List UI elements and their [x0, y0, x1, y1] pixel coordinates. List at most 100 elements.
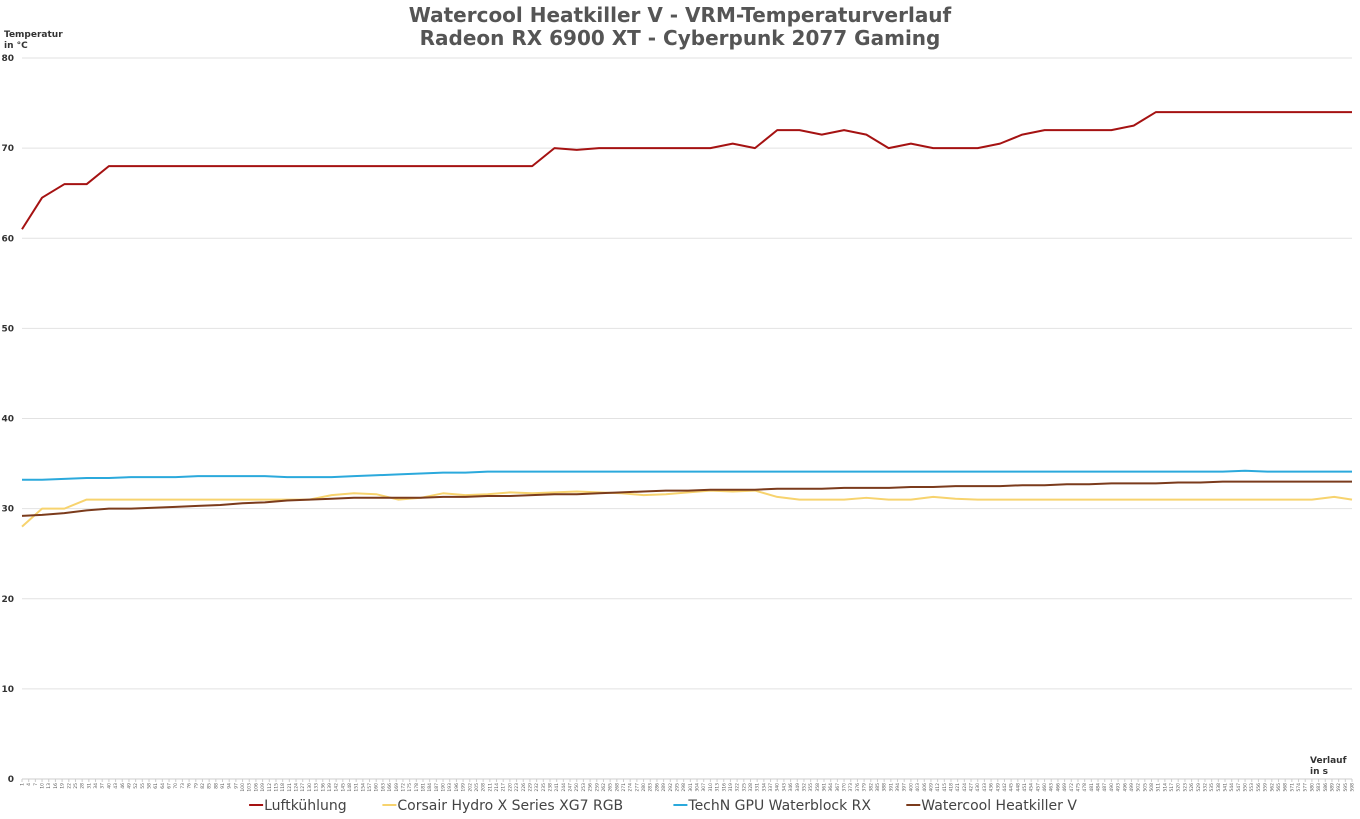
x-tick-label: 316 — [721, 783, 727, 792]
y-tick-label: 70 — [1, 144, 14, 154]
x-tick-label: 361 — [822, 783, 828, 792]
x-tick-label: 205 — [474, 783, 480, 792]
series-line — [21, 111, 1352, 230]
x-tick-label: 115 — [273, 783, 279, 792]
x-tick-label: 514 — [1162, 783, 1168, 792]
x-tick-label: 64 — [160, 783, 166, 789]
x-tick-label: 172 — [400, 783, 406, 792]
x-tick-label: 457 — [1035, 783, 1041, 792]
x-tick-label: 187 — [434, 783, 440, 792]
x-tick-label: 73 — [180, 783, 186, 789]
x-tick-label: 214 — [494, 783, 500, 792]
x-tick-label: 136 — [320, 783, 326, 792]
x-tick-label: 373 — [848, 783, 854, 792]
y-tick-label: 10 — [1, 685, 14, 695]
x-tick-label: 145 — [340, 783, 346, 792]
x-tick-label: 592 — [1336, 783, 1342, 792]
x-tick-label: 34 — [93, 783, 99, 789]
legend-label: Watercool Heatkiller V — [921, 798, 1077, 814]
x-tick-label: 577 — [1303, 783, 1309, 792]
x-tick-label: 157 — [367, 783, 373, 792]
x-tick-label: 544 — [1229, 783, 1235, 792]
legend-label: Corsair Hydro X Series XG7 RGB — [397, 798, 623, 814]
x-tick-label: 112 — [267, 783, 273, 792]
x-tick-label: 100 — [240, 783, 246, 792]
x-tick-label: 421 — [955, 783, 961, 792]
x-tick-label: 235 — [541, 783, 547, 792]
x-tick-label: 436 — [989, 783, 995, 792]
x-tick-label: 292 — [668, 783, 674, 792]
x-tick-label: 1 — [20, 783, 26, 786]
x-tick-label: 241 — [554, 783, 560, 792]
x-tick-label: 520 — [1176, 783, 1182, 792]
x-tick-label: 196 — [454, 783, 460, 792]
x-tick-label: 220 — [507, 783, 513, 792]
x-tick-label: 229 — [527, 783, 533, 792]
x-tick-label: 85 — [207, 783, 213, 789]
x-tick-label: 4 — [26, 783, 32, 786]
x-tick-label: 244 — [561, 783, 567, 792]
x-tick-label: 217 — [501, 783, 507, 792]
x-tick-label: 337 — [768, 783, 774, 792]
x-tick-label: 556 — [1256, 783, 1262, 792]
x-tick-label: 469 — [1062, 783, 1068, 792]
x-tick-label: 184 — [427, 783, 433, 792]
x-tick-label: 334 — [761, 783, 767, 792]
x-tick-label: 550 — [1243, 783, 1249, 792]
x-tick-label: 415 — [942, 783, 948, 792]
x-tick-label: 37 — [100, 783, 106, 789]
x-tick-label: 583 — [1316, 783, 1322, 792]
x-tick-label: 322 — [735, 783, 741, 792]
series-line — [22, 469, 1352, 481]
x-tick-label: 106 — [253, 783, 259, 792]
x-tick-label: 256 — [588, 783, 594, 792]
x-tick-label: 301 — [688, 783, 694, 792]
x-tick-label: 250 — [574, 783, 580, 792]
x-tick-label: 175 — [407, 783, 413, 792]
x-tick-label: 406 — [922, 783, 928, 792]
x-tick-label: 61 — [153, 783, 159, 789]
x-tick-label: 529 — [1196, 783, 1202, 792]
x-tick-label: 118 — [280, 783, 286, 792]
x-tick-label: 13 — [46, 783, 52, 789]
y-tick-label: 40 — [1, 415, 14, 425]
x-tick-label: 232 — [534, 783, 540, 792]
x-tick-label: 598 — [1350, 783, 1356, 792]
x-tick-label: 274 — [628, 783, 634, 792]
x-tick-label: 448 — [1015, 783, 1021, 792]
x-tick-label: 391 — [888, 783, 894, 792]
x-tick-label: 259 — [594, 783, 600, 792]
x-tick-label: 496 — [1122, 783, 1128, 792]
x-tick-label: 76 — [187, 783, 193, 789]
x-tick-label: 517 — [1169, 783, 1175, 792]
x-tick-label: 565 — [1276, 783, 1282, 792]
x-tick-label: 340 — [775, 783, 781, 792]
x-tick-label: 31 — [86, 783, 92, 789]
x-tick-label: 25 — [73, 783, 79, 789]
x-tick-label: 331 — [755, 783, 761, 792]
x-tick-label: 28 — [80, 783, 86, 789]
x-tick-label: 58 — [146, 783, 152, 789]
x-tick-label: 526 — [1189, 783, 1195, 792]
x-tick-label: 580 — [1309, 783, 1315, 792]
x-tick-label: 367 — [835, 783, 841, 792]
x-tick-label: 409 — [928, 783, 934, 792]
x-tick-label: 238 — [547, 783, 553, 792]
series-line — [21, 489, 1353, 528]
x-tick-label: 355 — [808, 783, 814, 792]
x-tick-label: 370 — [842, 783, 848, 792]
x-tick-label: 547 — [1236, 783, 1242, 792]
x-tick-label: 442 — [1002, 783, 1008, 792]
x-tick-label: 313 — [715, 783, 721, 792]
x-tick-label: 151 — [354, 783, 360, 792]
x-tick-label: 16 — [53, 783, 59, 789]
x-tick-label: 67 — [167, 783, 173, 789]
x-tick-label: 154 — [360, 783, 366, 792]
x-tick-label: 10 — [40, 783, 46, 789]
x-tick-label: 388 — [882, 783, 888, 792]
x-tick-label: 427 — [969, 783, 975, 792]
x-tick-label: 538 — [1216, 783, 1222, 792]
y-tick-label: 80 — [1, 54, 14, 64]
x-tick-label: 94 — [227, 783, 233, 789]
